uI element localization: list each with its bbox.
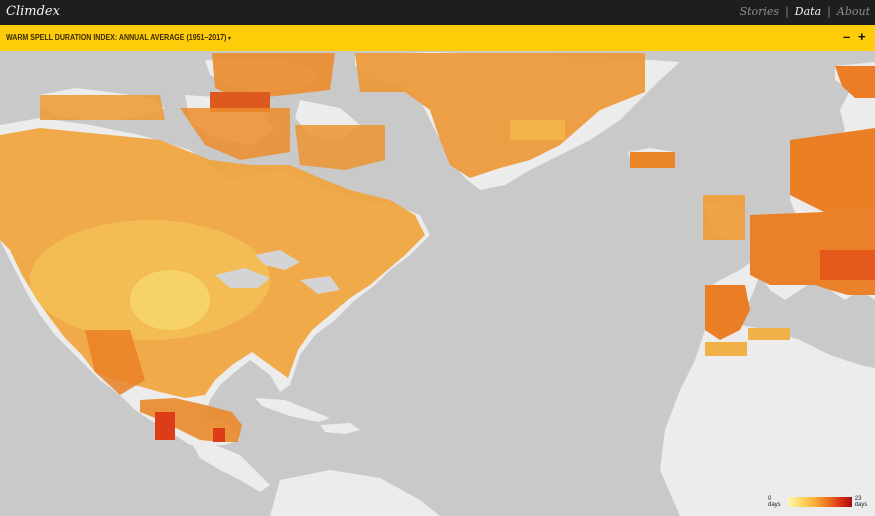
dataset-selector[interactable]: WARM SPELL DURATION INDEX: ANNUAL AVERAG… bbox=[6, 33, 231, 42]
nav-data-link[interactable]: Data bbox=[794, 5, 822, 18]
color-legend: 0 days 23 days bbox=[768, 496, 875, 508]
legend-color-scale bbox=[788, 497, 852, 507]
nav-separator: | bbox=[785, 5, 789, 18]
main-nav: Stories | Data | About bbox=[740, 5, 870, 18]
legend-min-label: 0 days bbox=[768, 496, 781, 508]
nav-separator: | bbox=[827, 5, 831, 18]
dataset-label: WARM SPELL DURATION INDEX: ANNUAL AVERAG… bbox=[6, 33, 227, 42]
nav-stories-link[interactable]: Stories bbox=[739, 5, 780, 18]
great-lakes bbox=[215, 250, 340, 294]
legend-max-label: 23 days bbox=[854, 496, 868, 508]
wsdi-heatmap-layer bbox=[0, 53, 875, 442]
dataset-toolbar: WARM SPELL DURATION INDEX: ANNUAL AVERAG… bbox=[0, 25, 875, 51]
zoom-in-button[interactable]: + bbox=[858, 29, 866, 44]
map-canvas[interactable] bbox=[0, 51, 875, 516]
caret-down-icon: ▾ bbox=[228, 36, 231, 42]
nav-about-link[interactable]: About bbox=[836, 5, 870, 18]
app-logo[interactable]: Climdex bbox=[6, 4, 60, 19]
zoom-out-button[interactable]: – bbox=[843, 29, 851, 44]
top-navbar: Climdex Stories | Data | About bbox=[0, 0, 875, 25]
